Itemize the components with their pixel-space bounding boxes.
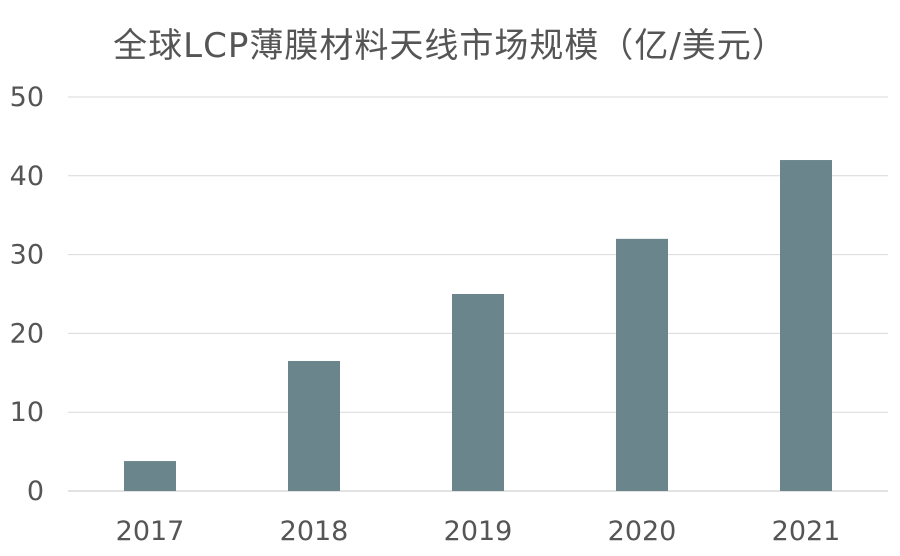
x-tick-label: 2018 xyxy=(280,516,349,547)
x-axis-ticks: 2017 2018 2019 2020 2021 xyxy=(116,516,841,547)
y-axis-ticks: 0 10 20 30 40 50 xyxy=(10,82,44,507)
bar-2020 xyxy=(616,238,668,491)
bar-2021 xyxy=(780,160,832,492)
chart-title: 全球LCP薄膜材料天线市场规模（亿/美元） xyxy=(113,26,787,66)
bars xyxy=(124,160,832,492)
x-tick-label: 2017 xyxy=(116,516,185,547)
y-tick-label: 50 xyxy=(10,82,44,113)
y-tick-label: 40 xyxy=(10,161,44,192)
x-tick-label: 2020 xyxy=(608,516,677,547)
bar-2018 xyxy=(288,360,340,491)
bar-2017 xyxy=(124,461,176,491)
y-tick-label: 20 xyxy=(10,318,44,349)
y-tick-label: 30 xyxy=(10,240,44,271)
bar-2019 xyxy=(452,294,504,491)
y-tick-label: 10 xyxy=(10,397,44,428)
x-tick-label: 2021 xyxy=(772,516,841,547)
x-tick-label: 2019 xyxy=(444,516,513,547)
y-tick-label: 0 xyxy=(27,476,44,507)
